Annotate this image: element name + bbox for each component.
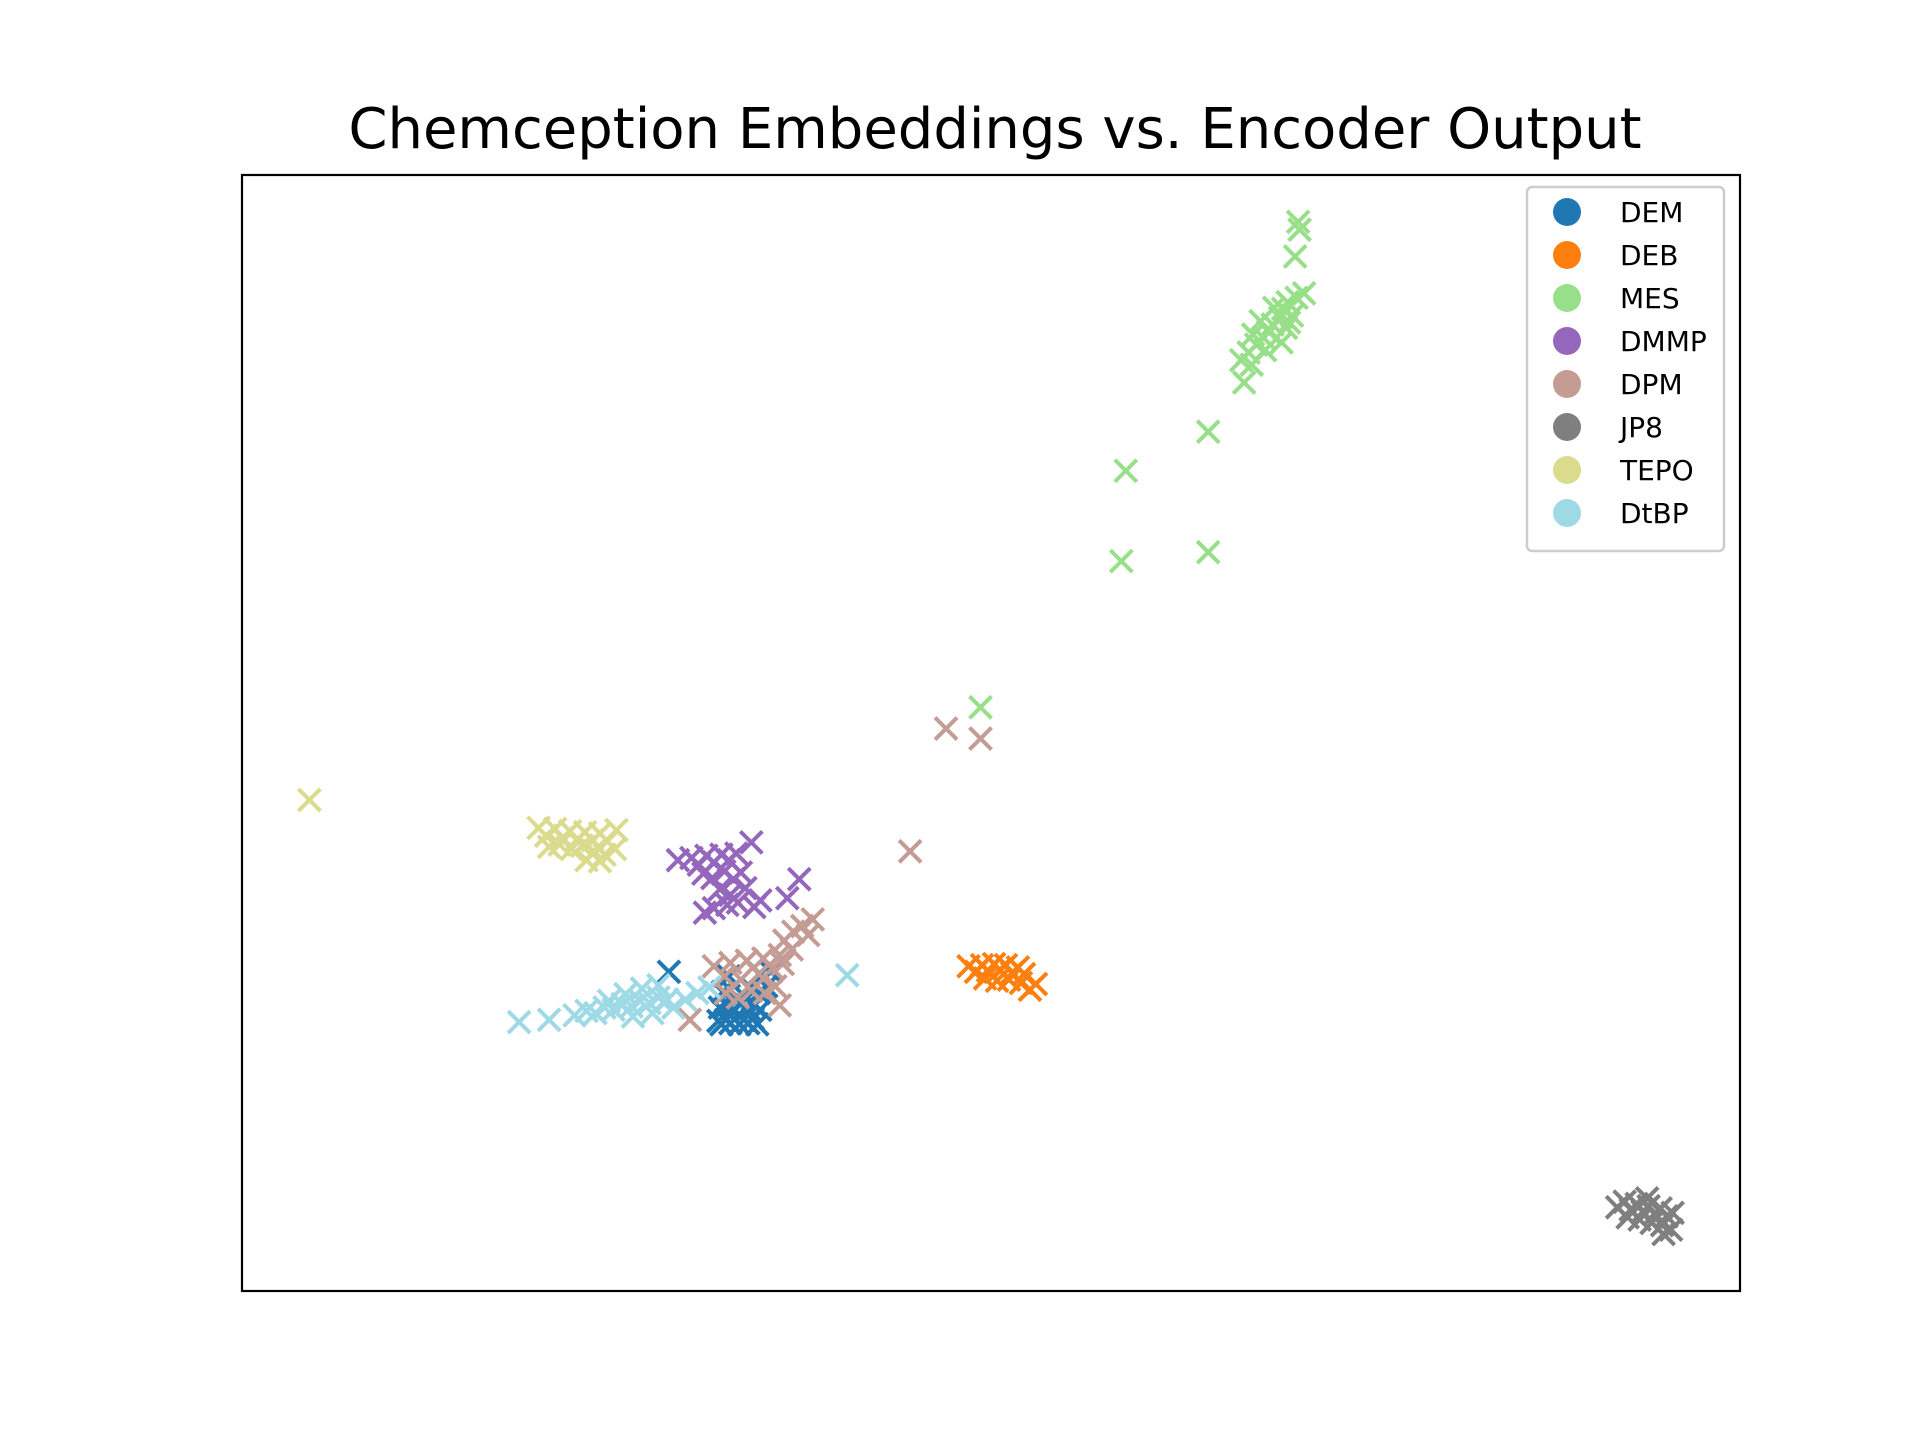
legend-item-jp8: JP8 — [1553, 411, 1663, 444]
point-mes-15 — [1279, 303, 1305, 329]
point-dmmp-13 — [728, 860, 754, 885]
point-mes-19 — [1269, 329, 1295, 355]
legend-label: TEPO — [1619, 454, 1694, 487]
legend-label: DMMP — [1620, 325, 1707, 358]
point-dtbp-13 — [596, 988, 622, 1014]
legend-item-dmmp: DMMP — [1553, 325, 1707, 358]
point-dtbp-19 — [661, 995, 686, 1020]
series-jp8 — [1604, 1185, 1686, 1247]
point-deb-15 — [1023, 971, 1049, 997]
point-dem-23 — [753, 973, 779, 999]
point-mes-1 — [1287, 217, 1313, 243]
point-mes-23 — [1231, 370, 1257, 395]
point-mes-17 — [1248, 308, 1274, 334]
legend-marker — [1553, 413, 1581, 441]
legend-item-mes: MES — [1553, 282, 1680, 315]
chart-title: Chemception Embeddings vs. Encoder Outpu… — [348, 97, 1641, 162]
point-dpm-21 — [767, 992, 793, 1018]
point-mes-2 — [1282, 244, 1308, 269]
point-dtbp-22 — [696, 975, 722, 1000]
point-mes-28 — [968, 694, 993, 720]
point-dmmp-8 — [738, 829, 764, 855]
point-dtbp-17 — [620, 1004, 646, 1029]
legend-label: DtBP — [1620, 497, 1689, 530]
point-dtbp-16 — [646, 972, 671, 998]
series-tepo — [296, 787, 629, 874]
legend-marker — [1553, 284, 1581, 312]
legend-label: DPM — [1620, 368, 1683, 401]
point-dtbp-21 — [684, 980, 710, 1006]
point-dmmp-22 — [692, 900, 718, 926]
legend-label: DEB — [1620, 239, 1678, 272]
point-mes-26 — [1108, 548, 1134, 574]
point-dpm-0 — [933, 716, 959, 741]
legend-item-dem: DEM — [1553, 196, 1683, 229]
point-dpm-1 — [968, 726, 993, 751]
point-dpm-18 — [770, 951, 796, 977]
series-dpm — [677, 716, 993, 1033]
point-dpm-20 — [762, 973, 788, 999]
legend: DEM DEB MES DMMP DPM JP8 TEPO DtBP — [1525, 185, 1726, 553]
legend-marker — [1553, 327, 1581, 355]
point-dpm-8 — [779, 937, 805, 962]
point-mes-27 — [1195, 539, 1221, 565]
point-dtbp-23 — [834, 962, 860, 988]
point-dmmp-7 — [723, 841, 749, 866]
data-points — [296, 209, 1686, 1247]
legend-marker — [1553, 241, 1581, 269]
point-dmmp-23 — [786, 866, 812, 892]
legend-item-dpm: DPM — [1553, 368, 1683, 401]
point-dtbp-0 — [506, 1009, 532, 1035]
legend-marker — [1553, 456, 1581, 484]
legend-label: DEM — [1620, 196, 1683, 229]
point-tepo-0 — [296, 787, 322, 813]
point-jp8-15 — [1634, 1185, 1660, 1211]
point-mes-20 — [1276, 309, 1302, 335]
plot-area — [240, 173, 1742, 1293]
point-dpm-2 — [897, 838, 923, 864]
series-dmmp — [665, 829, 812, 926]
point-mes-24 — [1195, 419, 1221, 445]
series-deb — [956, 951, 1049, 1003]
point-dem-0 — [656, 959, 682, 985]
point-mes-25 — [1113, 458, 1139, 484]
point-dmmp-24 — [774, 885, 800, 911]
point-dtbp-14 — [613, 981, 638, 1007]
point-dtbp-20 — [672, 987, 698, 1013]
legend-label: MES — [1620, 282, 1680, 315]
point-dtbp-1 — [536, 1007, 562, 1033]
legend-label: JP8 — [1618, 411, 1663, 444]
legend-marker — [1553, 499, 1581, 527]
legend-marker — [1553, 198, 1581, 226]
point-mes-0 — [1285, 209, 1311, 235]
point-dtbp-18 — [640, 1000, 665, 1026]
series-dtbp — [506, 962, 860, 1035]
point-mes-22 — [1239, 352, 1265, 378]
point-tepo-20 — [587, 848, 613, 874]
legend-item-tepo: TEPO — [1553, 454, 1694, 487]
point-dpm-16 — [746, 961, 772, 987]
point-dmmp-19 — [741, 894, 767, 920]
point-mes-18 — [1240, 322, 1266, 348]
point-dpm-25 — [677, 1007, 703, 1033]
point-dpm-24 — [713, 980, 739, 1006]
point-dpm-22 — [738, 978, 764, 1004]
point-jp8-16 — [1651, 1221, 1677, 1247]
legend-item-deb: DEB — [1553, 239, 1678, 272]
legend-marker — [1553, 370, 1581, 398]
series-mes — [968, 209, 1317, 720]
legend-item-dtbp: DtBP — [1553, 497, 1689, 530]
